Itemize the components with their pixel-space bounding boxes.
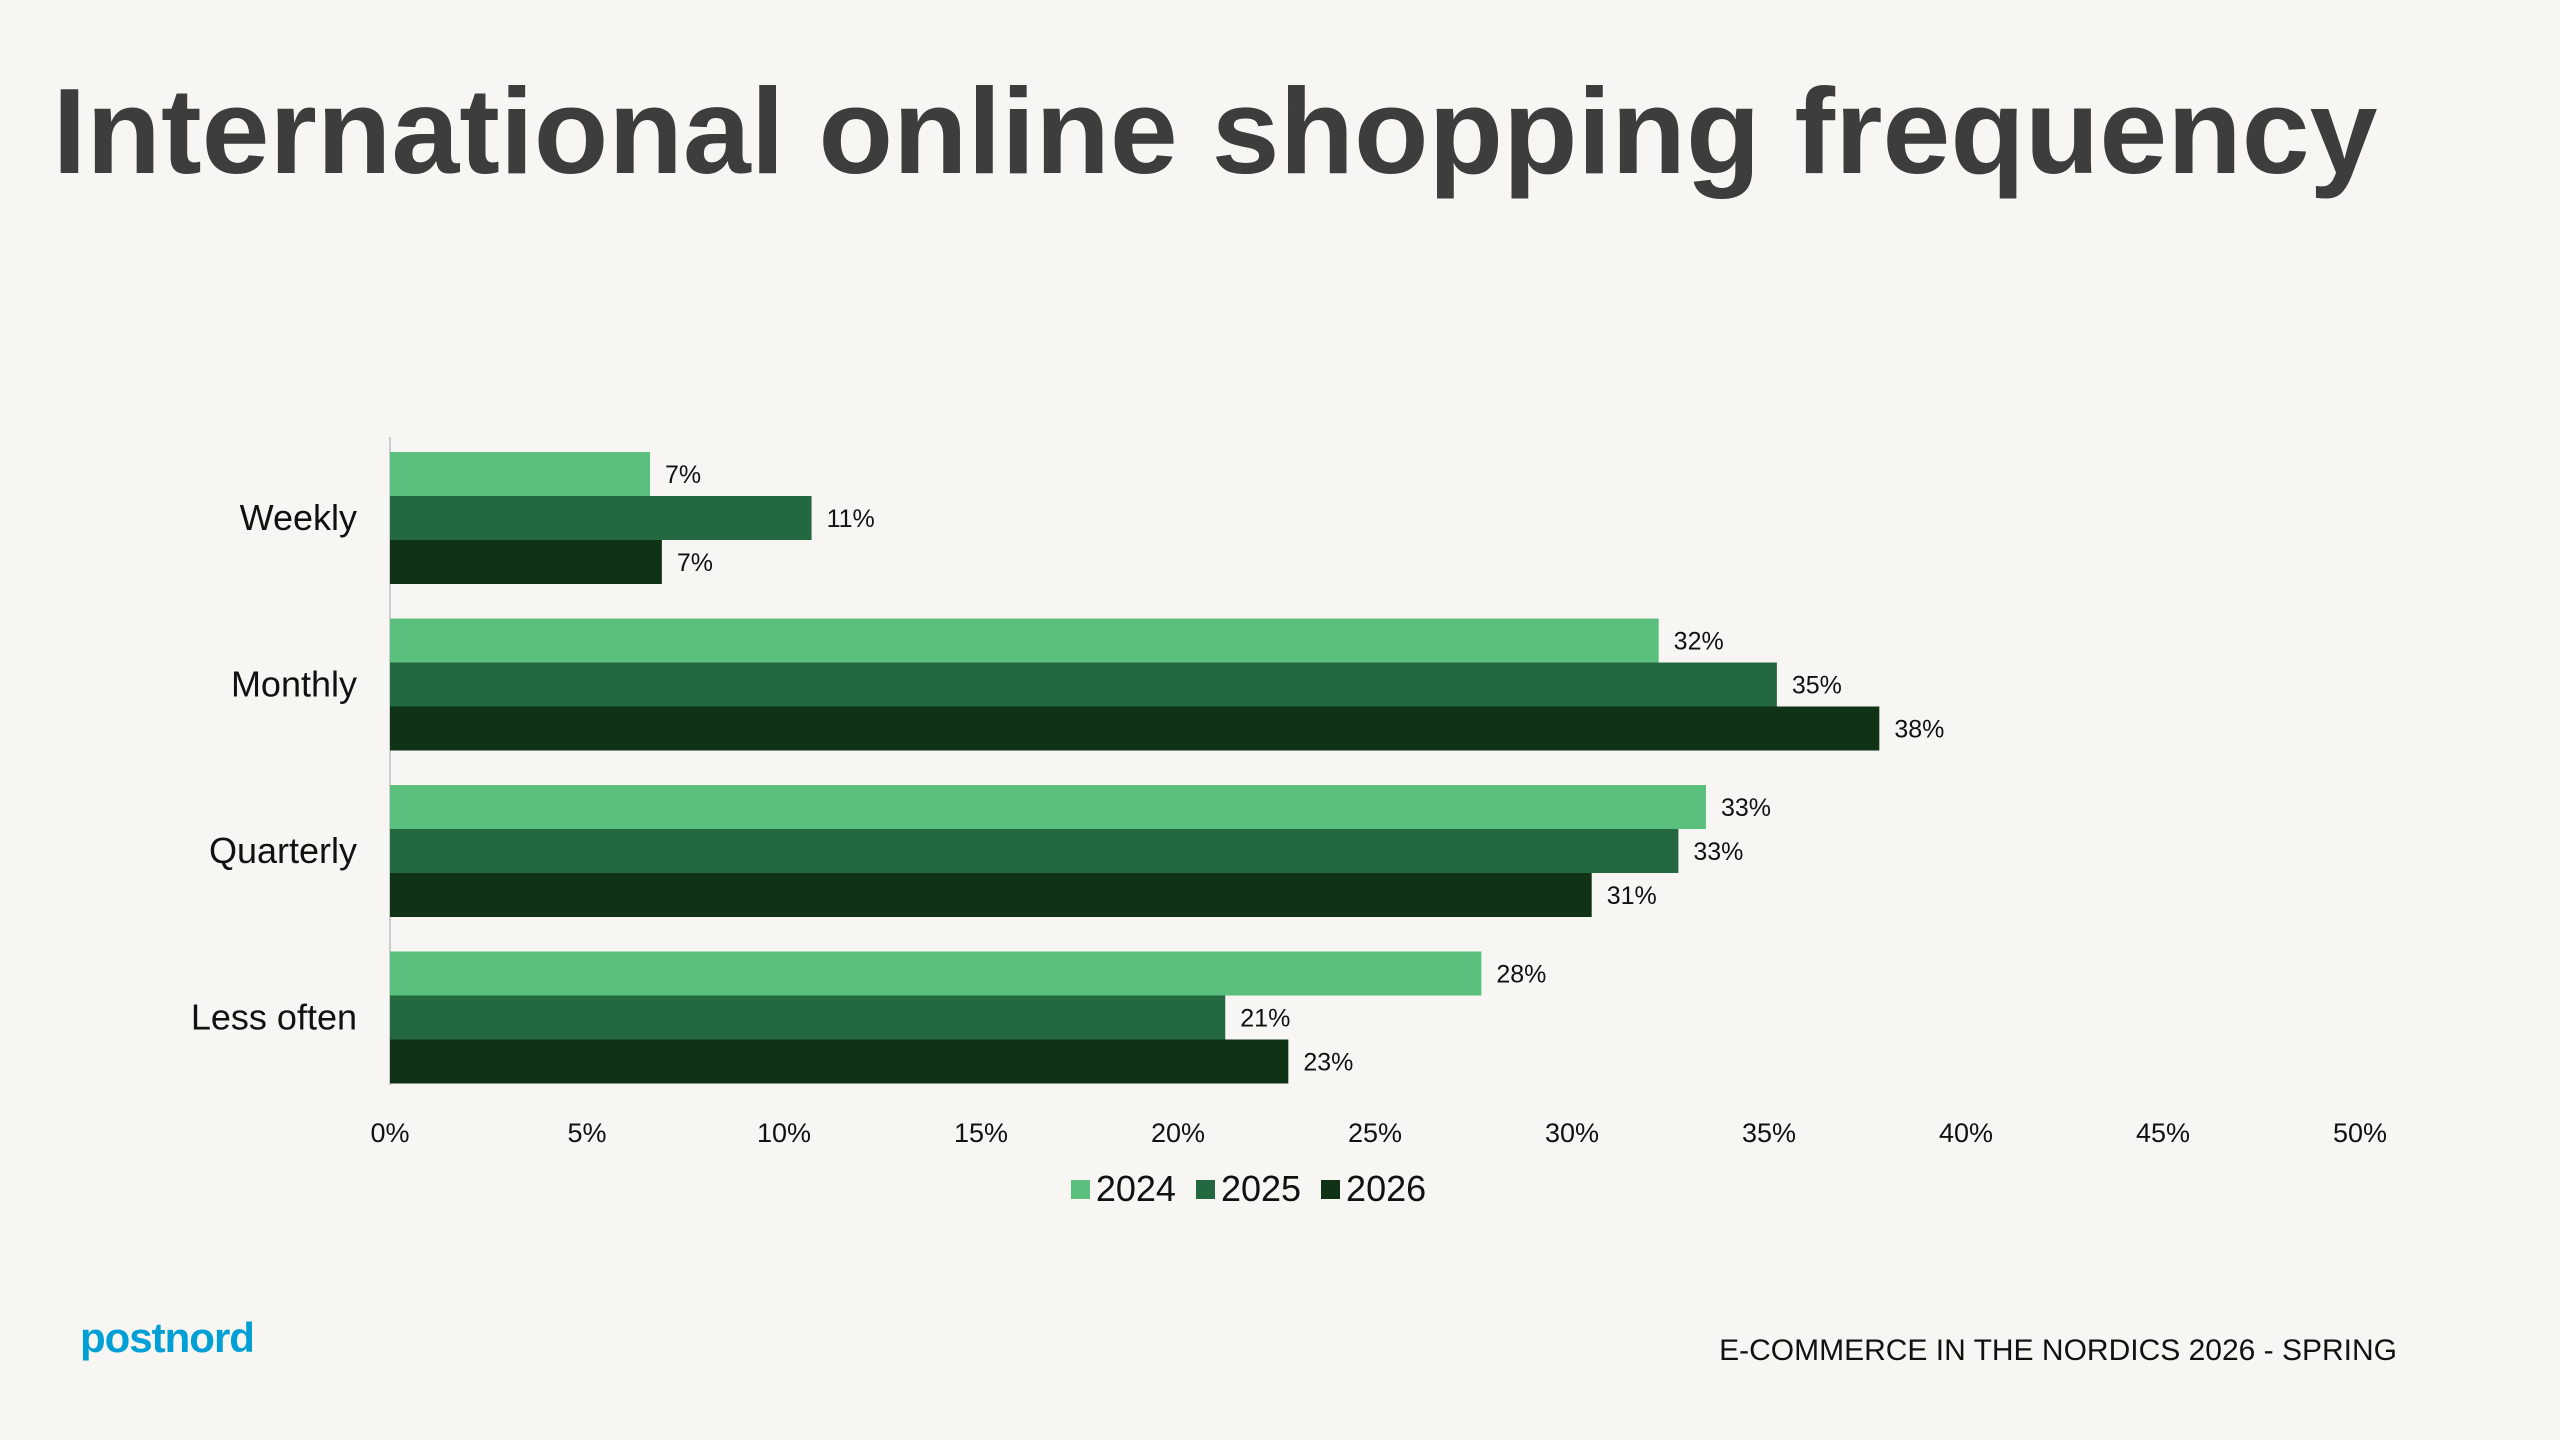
x-tick-label: 35% xyxy=(1742,1118,1796,1148)
legend-label: 2026 xyxy=(1346,1168,1427,1209)
bar-2025 xyxy=(390,995,1226,1040)
data-label: 31% xyxy=(1607,882,1657,910)
legend-item: 2024 xyxy=(1070,1168,1176,1210)
footer-caption: E-COMMERCE IN THE NORDICS 2026 - SPRING xyxy=(1719,1334,2397,1367)
x-tick-label: 10% xyxy=(757,1118,811,1148)
bar-2024 xyxy=(390,452,651,496)
data-label: 32% xyxy=(1674,628,1724,656)
postnord-logo: postnord xyxy=(80,1314,255,1361)
legend-swatch xyxy=(1195,1179,1215,1199)
x-tick-label: 50% xyxy=(2333,1118,2387,1148)
chart-title: International online shopping frequency xyxy=(52,63,2378,199)
legend-swatch xyxy=(1070,1179,1090,1199)
bar-2025 xyxy=(390,829,1679,873)
legend-item: 2025 xyxy=(1195,1168,1302,1210)
bar-2026 xyxy=(390,540,662,584)
data-label: 35% xyxy=(1792,672,1842,700)
x-tick-label: 20% xyxy=(1151,1118,1205,1148)
x-tick-label: 0% xyxy=(370,1118,409,1148)
legend-label: 2025 xyxy=(1220,1168,1302,1209)
category-label: Weekly xyxy=(240,497,357,538)
x-tick-label: 45% xyxy=(2136,1118,2190,1148)
data-label: 11% xyxy=(827,505,875,533)
data-label: 7% xyxy=(677,549,713,577)
x-tick-label: 25% xyxy=(1348,1118,1402,1148)
data-label: 21% xyxy=(1240,1005,1290,1033)
category-label: Monthly xyxy=(231,664,357,705)
category-label: Quarterly xyxy=(209,830,357,871)
legend: 2024 2025 2026 xyxy=(0,1168,2497,1210)
bar-2025 xyxy=(390,662,1777,707)
data-label: 7% xyxy=(665,461,701,489)
legend-swatch xyxy=(1321,1179,1341,1199)
data-label: 23% xyxy=(1303,1049,1353,1077)
bar-2025 xyxy=(390,496,812,540)
bar-2026 xyxy=(390,1039,1289,1084)
bar-2024 xyxy=(390,618,1659,663)
x-tick-label: 15% xyxy=(954,1118,1008,1148)
data-label: 38% xyxy=(1894,716,1944,744)
legend-item: 2026 xyxy=(1321,1168,1426,1210)
data-label: 33% xyxy=(1721,794,1771,822)
x-tick-label: 40% xyxy=(1939,1118,1993,1148)
bar-2024 xyxy=(390,951,1482,996)
bar-2024 xyxy=(390,785,1706,829)
bar-2026 xyxy=(390,706,1880,751)
legend-label: 2024 xyxy=(1095,1168,1176,1209)
x-tick-label: 30% xyxy=(1545,1118,1599,1148)
category-label: Less often xyxy=(191,997,357,1038)
x-tick-label: 5% xyxy=(567,1118,606,1148)
data-label: 28% xyxy=(1496,961,1546,989)
data-label: 33% xyxy=(1693,838,1743,866)
bar-2026 xyxy=(390,873,1592,917)
